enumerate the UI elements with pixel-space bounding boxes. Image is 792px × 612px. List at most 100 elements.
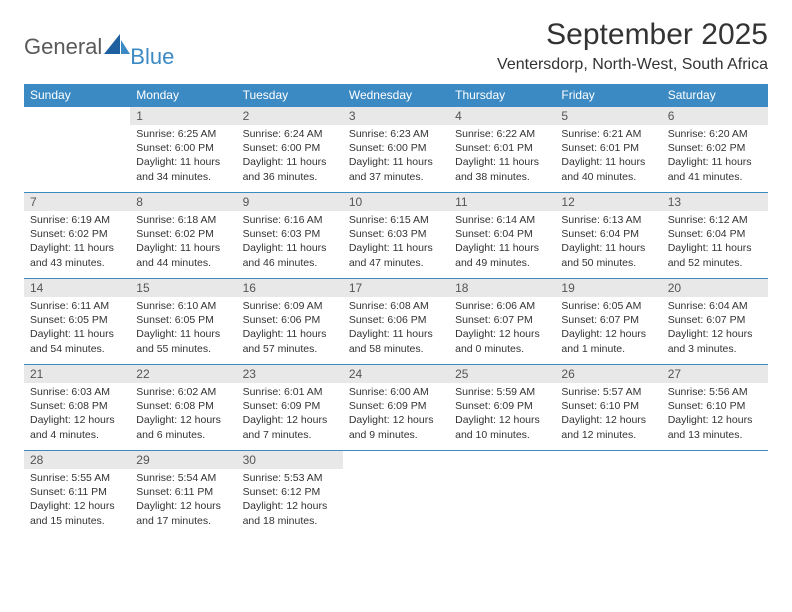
day-body: Sunrise: 6:10 AMSunset: 6:05 PMDaylight:… xyxy=(130,297,236,360)
day-number: 10 xyxy=(343,193,449,211)
day-body: Sunrise: 6:14 AMSunset: 6:04 PMDaylight:… xyxy=(449,211,555,274)
day-body: Sunrise: 5:55 AMSunset: 6:11 PMDaylight:… xyxy=(24,469,130,532)
day-body: Sunrise: 6:01 AMSunset: 6:09 PMDaylight:… xyxy=(237,383,343,446)
month-title: September 2025 xyxy=(497,18,768,52)
day-number: 12 xyxy=(555,193,661,211)
calendar-day: 1Sunrise: 6:25 AMSunset: 6:00 PMDaylight… xyxy=(130,107,236,193)
calendar-day: 20Sunrise: 6:04 AMSunset: 6:07 PMDayligh… xyxy=(662,279,768,365)
calendar-day-empty xyxy=(24,107,130,193)
header: General Blue September 2025 Ventersdorp,… xyxy=(24,18,768,74)
day-body: Sunrise: 5:53 AMSunset: 6:12 PMDaylight:… xyxy=(237,469,343,532)
day-body: Sunrise: 6:16 AMSunset: 6:03 PMDaylight:… xyxy=(237,211,343,274)
day-number: 4 xyxy=(449,107,555,125)
day-body: Sunrise: 5:57 AMSunset: 6:10 PMDaylight:… xyxy=(555,383,661,446)
calendar-day-empty xyxy=(449,451,555,537)
day-body: Sunrise: 6:21 AMSunset: 6:01 PMDaylight:… xyxy=(555,125,661,188)
calendar-day: 7Sunrise: 6:19 AMSunset: 6:02 PMDaylight… xyxy=(24,193,130,279)
calendar-day-empty xyxy=(343,451,449,537)
day-body: Sunrise: 5:59 AMSunset: 6:09 PMDaylight:… xyxy=(449,383,555,446)
dow-header: Thursday xyxy=(449,84,555,107)
calendar-day: 2Sunrise: 6:24 AMSunset: 6:00 PMDaylight… xyxy=(237,107,343,193)
day-number: 3 xyxy=(343,107,449,125)
calendar-day: 28Sunrise: 5:55 AMSunset: 6:11 PMDayligh… xyxy=(24,451,130,537)
dow-header: Sunday xyxy=(24,84,130,107)
calendar-week: 14Sunrise: 6:11 AMSunset: 6:05 PMDayligh… xyxy=(24,279,768,365)
sail-icon xyxy=(104,34,130,61)
location-text: Ventersdorp, North-West, South Africa xyxy=(497,56,768,74)
day-body: Sunrise: 6:22 AMSunset: 6:01 PMDaylight:… xyxy=(449,125,555,188)
day-body: Sunrise: 6:24 AMSunset: 6:00 PMDaylight:… xyxy=(237,125,343,188)
day-body: Sunrise: 6:20 AMSunset: 6:02 PMDaylight:… xyxy=(662,125,768,188)
day-body: Sunrise: 6:25 AMSunset: 6:00 PMDaylight:… xyxy=(130,125,236,188)
dow-header: Friday xyxy=(555,84,661,107)
calendar-day: 5Sunrise: 6:21 AMSunset: 6:01 PMDaylight… xyxy=(555,107,661,193)
day-body: Sunrise: 6:11 AMSunset: 6:05 PMDaylight:… xyxy=(24,297,130,360)
dow-header: Wednesday xyxy=(343,84,449,107)
calendar-day: 17Sunrise: 6:08 AMSunset: 6:06 PMDayligh… xyxy=(343,279,449,365)
day-body: Sunrise: 5:56 AMSunset: 6:10 PMDaylight:… xyxy=(662,383,768,446)
calendar-day: 25Sunrise: 5:59 AMSunset: 6:09 PMDayligh… xyxy=(449,365,555,451)
calendar-week: 7Sunrise: 6:19 AMSunset: 6:02 PMDaylight… xyxy=(24,193,768,279)
day-number: 2 xyxy=(237,107,343,125)
day-number: 9 xyxy=(237,193,343,211)
day-body: Sunrise: 6:04 AMSunset: 6:07 PMDaylight:… xyxy=(662,297,768,360)
day-body: Sunrise: 6:13 AMSunset: 6:04 PMDaylight:… xyxy=(555,211,661,274)
calendar-day: 27Sunrise: 5:56 AMSunset: 6:10 PMDayligh… xyxy=(662,365,768,451)
day-number: 26 xyxy=(555,365,661,383)
calendar-week: 28Sunrise: 5:55 AMSunset: 6:11 PMDayligh… xyxy=(24,451,768,537)
day-number: 1 xyxy=(130,107,236,125)
calendar-day-empty xyxy=(555,451,661,537)
calendar-day: 30Sunrise: 5:53 AMSunset: 6:12 PMDayligh… xyxy=(237,451,343,537)
calendar-day: 26Sunrise: 5:57 AMSunset: 6:10 PMDayligh… xyxy=(555,365,661,451)
day-number: 19 xyxy=(555,279,661,297)
calendar-day: 13Sunrise: 6:12 AMSunset: 6:04 PMDayligh… xyxy=(662,193,768,279)
title-block: September 2025 Ventersdorp, North-West, … xyxy=(497,18,768,74)
day-number: 21 xyxy=(24,365,130,383)
day-number: 5 xyxy=(555,107,661,125)
day-number: 25 xyxy=(449,365,555,383)
day-body: Sunrise: 6:09 AMSunset: 6:06 PMDaylight:… xyxy=(237,297,343,360)
calendar-day: 14Sunrise: 6:11 AMSunset: 6:05 PMDayligh… xyxy=(24,279,130,365)
day-number: 27 xyxy=(662,365,768,383)
day-body: Sunrise: 6:18 AMSunset: 6:02 PMDaylight:… xyxy=(130,211,236,274)
calendar-table: SundayMondayTuesdayWednesdayThursdayFrid… xyxy=(24,84,768,537)
calendar-week: 21Sunrise: 6:03 AMSunset: 6:08 PMDayligh… xyxy=(24,365,768,451)
day-body: Sunrise: 6:12 AMSunset: 6:04 PMDaylight:… xyxy=(662,211,768,274)
day-number: 13 xyxy=(662,193,768,211)
calendar-day: 10Sunrise: 6:15 AMSunset: 6:03 PMDayligh… xyxy=(343,193,449,279)
day-body: Sunrise: 6:02 AMSunset: 6:08 PMDaylight:… xyxy=(130,383,236,446)
day-body: Sunrise: 6:23 AMSunset: 6:00 PMDaylight:… xyxy=(343,125,449,188)
calendar-day: 4Sunrise: 6:22 AMSunset: 6:01 PMDaylight… xyxy=(449,107,555,193)
dow-header: Saturday xyxy=(662,84,768,107)
calendar-day: 29Sunrise: 5:54 AMSunset: 6:11 PMDayligh… xyxy=(130,451,236,537)
day-number: 6 xyxy=(662,107,768,125)
calendar-day: 12Sunrise: 6:13 AMSunset: 6:04 PMDayligh… xyxy=(555,193,661,279)
day-body: Sunrise: 6:19 AMSunset: 6:02 PMDaylight:… xyxy=(24,211,130,274)
day-number: 24 xyxy=(343,365,449,383)
day-number: 7 xyxy=(24,193,130,211)
day-body: Sunrise: 6:00 AMSunset: 6:09 PMDaylight:… xyxy=(343,383,449,446)
day-number: 8 xyxy=(130,193,236,211)
logo-text: General xyxy=(24,36,102,58)
day-number: 15 xyxy=(130,279,236,297)
calendar-day: 8Sunrise: 6:18 AMSunset: 6:02 PMDaylight… xyxy=(130,193,236,279)
day-number: 22 xyxy=(130,365,236,383)
calendar-day: 18Sunrise: 6:06 AMSunset: 6:07 PMDayligh… xyxy=(449,279,555,365)
day-body: Sunrise: 6:08 AMSunset: 6:06 PMDaylight:… xyxy=(343,297,449,360)
calendar-day: 3Sunrise: 6:23 AMSunset: 6:00 PMDaylight… xyxy=(343,107,449,193)
day-number: 16 xyxy=(237,279,343,297)
day-number: 17 xyxy=(343,279,449,297)
calendar-header-row: SundayMondayTuesdayWednesdayThursdayFrid… xyxy=(24,84,768,107)
calendar-body: 1Sunrise: 6:25 AMSunset: 6:00 PMDaylight… xyxy=(24,107,768,537)
calendar-day: 11Sunrise: 6:14 AMSunset: 6:04 PMDayligh… xyxy=(449,193,555,279)
calendar-day: 21Sunrise: 6:03 AMSunset: 6:08 PMDayligh… xyxy=(24,365,130,451)
calendar-page: General Blue September 2025 Ventersdorp,… xyxy=(0,0,792,555)
calendar-day: 22Sunrise: 6:02 AMSunset: 6:08 PMDayligh… xyxy=(130,365,236,451)
day-number: 30 xyxy=(237,451,343,469)
day-body: Sunrise: 6:03 AMSunset: 6:08 PMDaylight:… xyxy=(24,383,130,446)
logo-word-blue: Blue xyxy=(130,44,174,70)
dow-header: Tuesday xyxy=(237,84,343,107)
logo: General Blue xyxy=(24,18,174,70)
day-body: Sunrise: 6:15 AMSunset: 6:03 PMDaylight:… xyxy=(343,211,449,274)
calendar-day: 15Sunrise: 6:10 AMSunset: 6:05 PMDayligh… xyxy=(130,279,236,365)
